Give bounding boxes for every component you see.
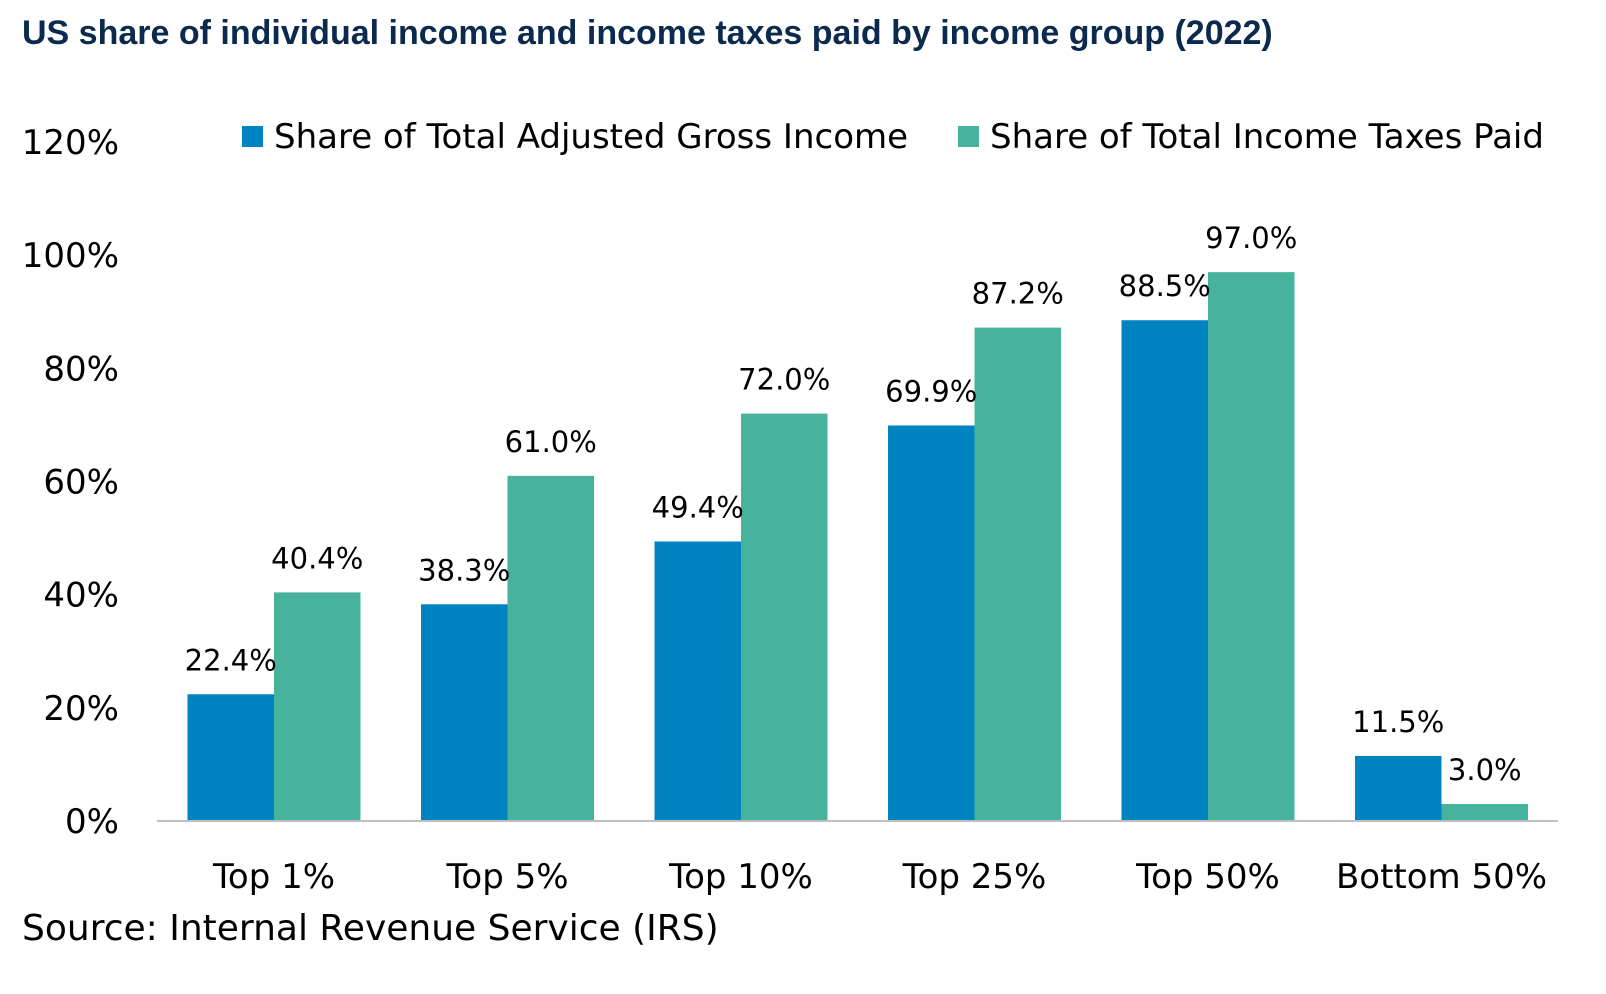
y-axis: 0% 20% 40% 60% 80% 100% 120% (22, 123, 119, 842)
y-tick-label: 0% (65, 802, 119, 842)
bar-taxes-1 (507, 475, 594, 821)
bar-taxes-3 (974, 327, 1061, 821)
x-tick-label: Top 10% (668, 857, 813, 897)
bar-taxes-2 (741, 413, 828, 821)
x-axis: Top 1% Top 5% Top 10% Top 25% Top 50% Bottom … (157, 820, 1558, 897)
bar-series-group (187, 272, 1528, 821)
x-tick-label: Top 1% (212, 857, 335, 897)
source-note: Source: Internal Revenue Service (IRS) (22, 908, 719, 949)
data-label: 61.0% (505, 425, 597, 459)
data-label: 97.0% (1205, 221, 1297, 255)
data-labels: 22.4% 40.4% 38.3% 61.0% 49.4% 72.0% 69.9% 87.2%… (185, 221, 1522, 787)
y-tick-label: 100% (22, 236, 119, 276)
y-tick-label: 20% (43, 689, 119, 729)
data-label: 11.5% (1352, 705, 1444, 739)
data-label: 3.0% (1448, 753, 1522, 787)
bar-agi-4 (1121, 320, 1208, 821)
chart-title: US share of individual income and income… (22, 14, 1273, 52)
y-tick-label: 80% (43, 349, 119, 389)
legend: Share of Total Adjusted Gross Income Shar… (242, 117, 1544, 157)
data-label: 22.4% (185, 643, 277, 677)
x-tick-label: Bottom 50% (1336, 857, 1547, 897)
bar-agi-0 (187, 694, 274, 821)
data-label: 88.5% (1119, 269, 1211, 303)
data-label: 40.4% (271, 541, 363, 575)
y-tick-label: 120% (22, 123, 119, 163)
y-tick-label: 60% (43, 463, 119, 503)
y-tick-label: 40% (43, 576, 119, 616)
legend-swatch (242, 126, 263, 147)
legend-label: Share of Total Adjusted Gross Income (274, 117, 908, 157)
bar-taxes-5 (1441, 804, 1528, 821)
bar-agi-2 (654, 541, 741, 821)
x-tick-label: Top 5% (445, 857, 568, 897)
bar-taxes-4 (1208, 272, 1295, 821)
data-label: 87.2% (972, 277, 1064, 311)
x-tick-label: Top 25% (902, 857, 1047, 897)
data-label: 49.4% (652, 490, 744, 524)
bar-agi-5 (1355, 755, 1442, 821)
bar-agi-1 (421, 604, 508, 821)
data-label: 69.9% (885, 374, 977, 408)
data-label: 72.0% (738, 363, 830, 397)
legend-swatch (958, 126, 979, 147)
data-label: 38.3% (418, 553, 510, 587)
bar-taxes-0 (274, 592, 361, 821)
legend-label: Share of Total Income Taxes Paid (990, 117, 1544, 157)
bar-agi-3 (888, 425, 975, 821)
x-tick-label: Top 50% (1135, 857, 1280, 897)
